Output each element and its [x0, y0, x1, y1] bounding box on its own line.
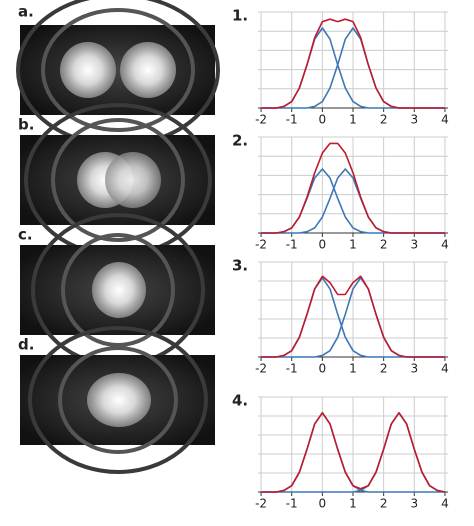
image-b: [20, 103, 215, 257]
x-tick-label: -1: [286, 238, 298, 252]
x-tick-label: 0: [319, 113, 327, 127]
x-tick-label: 3: [410, 113, 418, 127]
panel-label: c.: [18, 226, 33, 244]
line-series: [261, 275, 445, 358]
x-tick-label: 1: [349, 113, 357, 127]
x-tick-label: -2: [255, 238, 267, 252]
x-tick-label: 0: [319, 362, 327, 376]
image-d: [20, 326, 215, 474]
panel-label: a.: [18, 3, 34, 21]
line-series: [261, 18, 445, 109]
x-tick-label: -2: [255, 497, 267, 511]
x-tick-label: -2: [255, 113, 267, 127]
x-tick-label: 2: [380, 497, 388, 511]
line-series: [261, 142, 445, 234]
x-tick-label: 3: [410, 497, 418, 511]
panel-label: b.: [18, 116, 34, 134]
x-tick-label: -2: [255, 362, 267, 376]
x-tick-label: -1: [286, 113, 298, 127]
x-tick-label: 2: [380, 113, 388, 127]
panel-label: d.: [18, 336, 34, 354]
x-tick-label: 1: [349, 497, 357, 511]
x-tick-label: 0: [319, 238, 327, 252]
line-series: [261, 412, 446, 493]
x-tick-label: -1: [286, 362, 298, 376]
x-tick-label: 1: [349, 238, 357, 252]
x-tick-label: 4: [441, 362, 449, 376]
x-tick-label: 3: [410, 238, 418, 252]
x-tick-label: 2: [380, 238, 388, 252]
x-tick-label: 0: [319, 497, 327, 511]
chart-title: 1.: [232, 7, 248, 25]
x-tick-label: 4: [441, 238, 449, 252]
x-tick-label: 4: [441, 497, 449, 511]
x-tick-label: 4: [441, 113, 449, 127]
x-tick-label: -1: [286, 497, 298, 511]
x-tick-label: 3: [410, 362, 418, 376]
x-tick-label: 2: [380, 362, 388, 376]
chart-title: 3.: [232, 257, 248, 275]
image-a: [16, 0, 220, 147]
image-c: [20, 213, 215, 367]
x-tick-label: 1: [349, 362, 357, 376]
chart-title: 4.: [232, 392, 248, 410]
chart-title: 2.: [232, 132, 248, 150]
